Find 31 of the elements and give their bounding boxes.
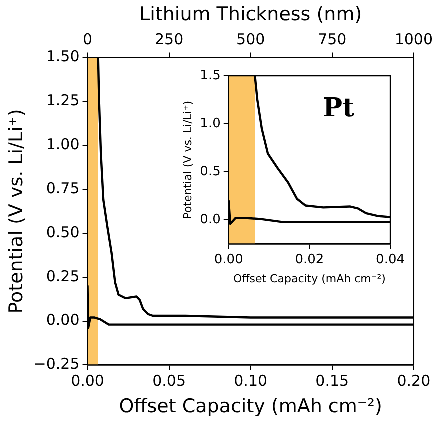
y-tick-label: 1.00 bbox=[46, 136, 80, 154]
y-tick-label: −0.25 bbox=[34, 355, 80, 374]
x-tick-label: 0.15 bbox=[316, 372, 350, 390]
x2-tick-label: 1000 bbox=[394, 30, 434, 49]
x-tick-label: 0.05 bbox=[152, 372, 186, 390]
y-tick-label: 1.25 bbox=[46, 92, 80, 110]
x2-tick-label: 500 bbox=[236, 30, 266, 49]
x-tick-label: 0.00 bbox=[71, 372, 104, 390]
x-axis-title: Offset Capacity (mAh cm⁻²) bbox=[234, 272, 386, 286]
y-tick-label: 0.50 bbox=[46, 223, 80, 242]
x2-tick-label: 250 bbox=[154, 30, 184, 49]
y-tick-label: 0.25 bbox=[46, 267, 80, 286]
x2-tick-label: 750 bbox=[318, 30, 347, 49]
y-tick-label: 1.50 bbox=[46, 48, 80, 66]
y-tick-label: 0.0 bbox=[200, 212, 221, 228]
x-tick-label: 0.02 bbox=[295, 252, 324, 268]
y-axis-title: Potential (V vs. Li/Li⁺) bbox=[5, 109, 28, 314]
y-tick-label: 1.5 bbox=[200, 68, 221, 84]
x-tick-label: 0.10 bbox=[234, 372, 268, 390]
y-tick-label: 0.5 bbox=[200, 164, 221, 180]
y-tick-label: 0.75 bbox=[46, 179, 80, 198]
y-axis-title: Potential (V vs. Li/Li⁺) bbox=[181, 100, 194, 220]
x-tick-label: 0.04 bbox=[376, 252, 406, 268]
annotation: Pt bbox=[323, 93, 355, 124]
y-tick-label: 0.00 bbox=[46, 311, 80, 330]
x-tick-label: 0.00 bbox=[214, 252, 244, 268]
x-axis-title: Offset Capacity (mAh cm⁻²) bbox=[119, 396, 382, 418]
x2-tick-label: 0 bbox=[82, 30, 93, 49]
x-tick-label: 0.20 bbox=[397, 372, 431, 390]
y-tick-label: 1.0 bbox=[200, 116, 221, 132]
x2-axis-title: Lithium Thickness (nm) bbox=[140, 3, 362, 26]
